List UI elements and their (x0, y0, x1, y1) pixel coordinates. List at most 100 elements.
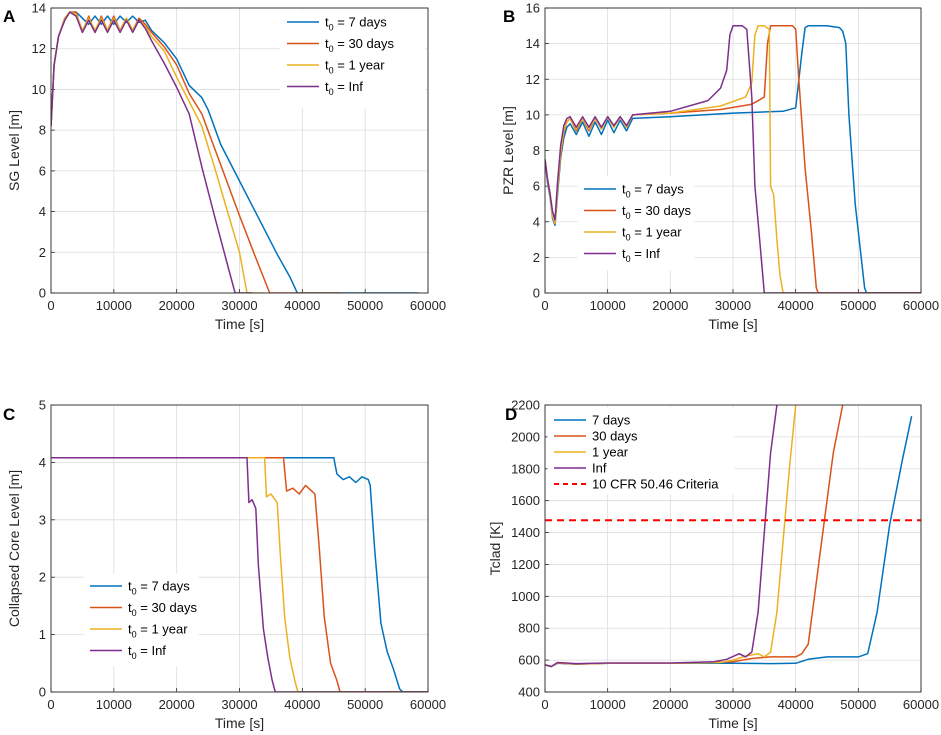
panel-label: A (3, 7, 15, 26)
x-tick-label: 40000 (778, 298, 814, 313)
y-tick-label: 1800 (511, 461, 540, 476)
y-tick-label: 0 (39, 286, 46, 301)
y-tick-label: 800 (518, 621, 540, 636)
y-tick-label: 0 (39, 685, 46, 700)
panel-label: D (505, 405, 517, 424)
y-tick-label: 4 (39, 204, 46, 219)
chart-panel-B: B 0 10000 20000 30000 40000 50000 60000 0 2 4 6 8 10 1… (500, 1, 939, 333)
legend-entry: t0 = 7 days (325, 15, 387, 33)
x-tick-label: 20000 (652, 697, 688, 712)
legend-box (577, 176, 695, 271)
legend: t0 = 7 days t0 = 30 days t0 = 1 year t0 = I… (577, 176, 695, 271)
y-tick-label: 5 (39, 398, 46, 413)
x-tick-label: 40000 (284, 697, 320, 712)
y-tick-label: 12 (32, 41, 46, 56)
axes-box (50, 404, 429, 693)
y-axis-label: SG Level [m] (6, 110, 22, 191)
y-tick-label: 14 (526, 36, 540, 51)
legend-entry: t0 = Inf (622, 246, 660, 264)
legend-entry: 30 days (592, 429, 638, 444)
legend-entry: t0 = Inf (325, 79, 363, 97)
y-tick-label: 4 (39, 455, 46, 470)
legend-entry: t0 = 7 days (622, 182, 684, 200)
y-tick-label: 400 (518, 685, 540, 700)
series-line-2 (51, 457, 428, 692)
legend-entry: 1 year (592, 445, 629, 460)
y-tick-label: 600 (518, 653, 540, 668)
x-axis-label: Time [s] (708, 316, 757, 332)
legend-entry: t0 = 1 year (622, 225, 682, 243)
x-tick-label: 0 (541, 298, 548, 313)
y-tick-label: 0 (533, 286, 540, 301)
y-tick-label: 2000 (511, 429, 540, 444)
x-tick-label: 30000 (715, 697, 751, 712)
x-tick-label: 20000 (159, 697, 195, 712)
y-tick-label: 8 (533, 143, 540, 158)
y-tick-label: 1000 (511, 589, 540, 604)
series-line-3 (51, 457, 428, 692)
y-tick-label: 4 (533, 214, 540, 229)
y-tick-label: 2 (39, 570, 46, 585)
series-line-3 (545, 25, 921, 293)
legend-entry: t0 = Inf (128, 643, 166, 661)
y-tick-label: 1600 (511, 493, 540, 508)
legend: t0 = 7 days t0 = 30 days t0 = 1 year t0 = I… (280, 9, 426, 109)
legend-entry: t0 = 30 days (325, 36, 394, 54)
y-tick-label: 1400 (511, 525, 540, 540)
panel-label: C (3, 405, 15, 424)
y-tick-label: 6 (39, 163, 46, 178)
x-tick-label: 0 (47, 298, 54, 313)
x-tick-label: 0 (541, 697, 548, 712)
x-tick-label: 60000 (410, 697, 446, 712)
y-tick-label: 1200 (511, 557, 540, 572)
x-tick-label: 10000 (96, 697, 132, 712)
y-tick-label: 16 (526, 1, 540, 16)
x-tick-label: 60000 (903, 298, 939, 313)
legend-entry: t0 = 1 year (128, 622, 188, 640)
y-tick-label: 2200 (511, 398, 540, 413)
axes-box (544, 404, 922, 693)
y-tick-label: 10 (526, 107, 540, 122)
axes-box (544, 7, 922, 294)
series-line-3 (51, 11, 253, 293)
y-tick-label: 3 (39, 512, 46, 527)
x-tick-label: 40000 (284, 298, 320, 313)
x-axis-label: Time [s] (708, 715, 757, 731)
panel-label: B (503, 7, 515, 26)
series-line-3 (545, 405, 778, 668)
x-tick-label: 50000 (840, 298, 876, 313)
x-tick-label: 0 (47, 697, 54, 712)
legend: t0 = 7 days t0 = 30 days t0 = 1 year t0 = I… (83, 573, 199, 667)
legend-entry: 7 days (592, 413, 631, 428)
x-tick-label: 40000 (778, 697, 814, 712)
legend-box (547, 407, 735, 495)
legend-box (280, 9, 426, 109)
y-tick-label: 10 (32, 82, 46, 97)
y-axis-label: Tclad [K] (487, 522, 503, 576)
y-tick-label: 2 (39, 245, 46, 260)
y-tick-label: 2 (533, 250, 540, 265)
chart-panel-A: A 0 10000 20000 30000 40000 50000 60000 0 2 4 6 8 10 1… (3, 1, 446, 333)
axes-box (50, 7, 429, 294)
y-axis-label: PZR Level [m] (500, 106, 516, 195)
x-tick-label: 20000 (159, 298, 195, 313)
x-tick-label: 60000 (410, 298, 446, 313)
x-tick-label: 60000 (903, 697, 939, 712)
x-tick-label: 20000 (652, 298, 688, 313)
x-axis-label: Time [s] (215, 316, 264, 332)
x-tick-label: 50000 (347, 298, 383, 313)
x-tick-label: 30000 (715, 298, 751, 313)
y-tick-label: 14 (32, 1, 46, 16)
y-tick-label: 1 (39, 627, 46, 642)
x-tick-label: 50000 (347, 697, 383, 712)
legend-entry: t0 = 30 days (128, 600, 197, 618)
x-axis-label: Time [s] (215, 715, 264, 731)
x-tick-label: 10000 (590, 298, 626, 313)
series-line-0 (51, 457, 428, 692)
legend-entry: t0 = 30 days (622, 203, 691, 221)
series-line-1 (51, 457, 428, 692)
legend-entry: 10 CFR 50.46 Criteria (592, 477, 719, 492)
y-axis-label: Collapsed Core Level [m] (6, 470, 22, 627)
